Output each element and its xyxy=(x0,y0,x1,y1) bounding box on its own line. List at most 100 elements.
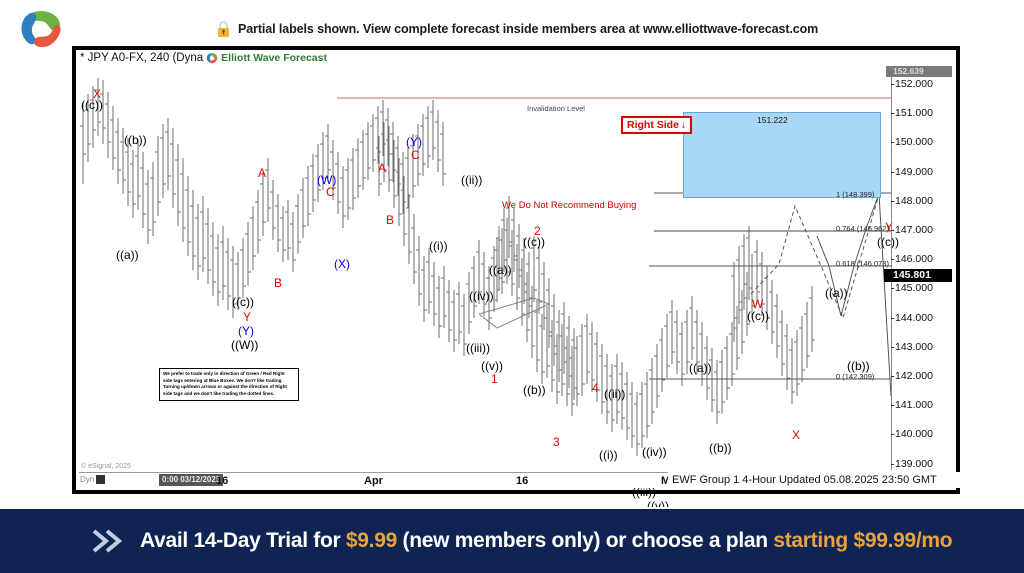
ewf-brand-label: Elliott Wave Forecast xyxy=(221,52,327,64)
page-header: Partial labels shown. View complete fore… xyxy=(0,0,1024,49)
wave-label-7: ((W)) xyxy=(231,338,259,352)
partial-labels-notice: Partial labels shown. View complete fore… xyxy=(216,20,818,38)
wave-label-26: ((b)) xyxy=(523,383,546,397)
wave-label-8: A xyxy=(258,166,267,180)
wave-label-31: ((iv)) xyxy=(642,445,667,459)
channel-lines xyxy=(478,297,551,329)
wave-label-17: ((ii)) xyxy=(461,173,483,187)
wave-label-40: ((a)) xyxy=(825,286,848,300)
price-tick-143-000: 143.000 xyxy=(891,340,933,353)
price-series-svg xyxy=(80,78,891,456)
fib-label-0618: 0.618 (146.073) xyxy=(836,259,889,268)
dyn-label: Dyn xyxy=(80,475,95,484)
chart-plot-area[interactable]: Right Side ↓ 151.222 Invalidation Level … xyxy=(79,66,899,524)
wave-label-25: ((c)) xyxy=(523,235,545,249)
wave-label-39: X xyxy=(792,428,801,442)
price-tick-149-000: 149.000 xyxy=(891,165,933,178)
promo-banner-text: Avail 14-Day Trial for $9.99 (new member… xyxy=(140,529,953,553)
notice-text: Partial labels shown. View complete fore… xyxy=(238,22,819,36)
wave-label-20: ((iv)) xyxy=(469,289,494,303)
wave-label-37: W xyxy=(752,297,764,311)
promo-price-trial: $9.99 xyxy=(345,529,397,552)
chart-canvas[interactable]: * JPY A0-FX, 240 (Dyna Elliott Wave Fore… xyxy=(75,49,960,524)
wave-label-38: ((c)) xyxy=(747,309,769,323)
legend-line-3: Turning up/down arrows or against the di… xyxy=(163,384,287,390)
price-tick-141-000: 141.000 xyxy=(891,399,933,412)
price-tick-140-000: 140.000 xyxy=(891,428,933,441)
lock-icon xyxy=(216,20,231,38)
price-tick-150-000: 150.000 xyxy=(891,136,933,149)
price-tick-142-000: 142.000 xyxy=(891,370,933,382)
chart-symbol-label: * JPY A0-FX, 240 (Dyna xyxy=(80,52,204,64)
time-axis-start-label: 0:00 03/12/2025 xyxy=(159,474,224,486)
chart-status-strip: EWF Group 1 4-Hour Updated 05.08.2025 23… xyxy=(668,472,960,488)
ewf-mini-logo-icon xyxy=(206,52,218,64)
current-price-marker: 145.801 xyxy=(884,269,952,282)
price-tick-145-000: 145.000 xyxy=(891,282,933,295)
wave-label-13: (Y) xyxy=(406,135,422,149)
trading-rules-legend: We prefer to trade only in direction of … xyxy=(159,368,299,401)
ohlc-bars-cluster xyxy=(731,226,752,342)
chart-title-bar: * JPY A0-FX, 240 (Dyna Elliott Wave Fore… xyxy=(80,52,327,64)
invalidation-level-label: Invalidation Level xyxy=(527,104,585,113)
wave-label-27: 3 xyxy=(553,435,560,449)
blue-box-zone xyxy=(683,112,881,198)
time-tick-1: Apr xyxy=(364,475,383,487)
wave-label-21: ((iii)) xyxy=(466,341,490,355)
right-side-label: Right Side xyxy=(627,119,679,131)
wave-label-43: ((c)) xyxy=(877,235,899,249)
down-arrow-icon: ↓ xyxy=(680,119,687,131)
wave-label-3: ((a)) xyxy=(116,248,139,262)
wave-label-22: ((v)) xyxy=(481,359,503,373)
wave-label-41: ((b)) xyxy=(847,359,870,373)
wave-label-23: 1 xyxy=(491,372,498,386)
price-tick-146-000: 146.000 xyxy=(891,253,933,266)
price-axis[interactable]: 152.639 152.000 151.000 150.000 149.000 148.… xyxy=(884,66,953,470)
wave-label-24: 2 xyxy=(534,224,541,238)
wave-label-10: (W) xyxy=(317,173,337,187)
fib-label-1: 1 (148.399) xyxy=(836,190,875,199)
price-high-marker: 152.639 xyxy=(886,66,952,77)
promo-part-1: Avail 14-Day Trial for xyxy=(140,529,346,552)
esignal-watermark: © eSignal, 2025 xyxy=(81,463,131,470)
wave-label-28: 4 xyxy=(592,381,599,395)
projection-dashed-path xyxy=(750,193,880,320)
wave-label-6: (Y) xyxy=(238,324,254,338)
price-tick-139-000: 139.000 xyxy=(891,457,933,470)
wave-label-5: Y xyxy=(243,310,252,324)
dyn-square-icon[interactable] xyxy=(96,475,106,484)
no-buy-note: We Do Not Recommend Buying xyxy=(502,200,637,211)
wave-label-18: ((i)) xyxy=(429,239,448,253)
wave-label-36: ((b)) xyxy=(709,441,732,455)
ewf-swirl-logo xyxy=(14,5,68,49)
wave-label-12: (X) xyxy=(334,257,350,271)
right-side-badge: Right Side ↓ xyxy=(621,116,693,134)
time-tick-2: 16 xyxy=(516,475,529,487)
price-tick-148-000: 148.000 xyxy=(891,194,933,207)
wave-label-19: ((a)) xyxy=(489,263,512,277)
ohlc-bars-right xyxy=(494,218,815,456)
wave-label-32: ((iii)) xyxy=(632,485,656,499)
wave-label-30: ((i)) xyxy=(599,448,618,462)
wave-label-35: ((a)) xyxy=(689,361,712,375)
wave-label-1: ((c)) xyxy=(81,98,103,112)
promo-banner[interactable]: Avail 14-Day Trial for $9.99 (new member… xyxy=(0,507,1024,573)
wave-label-16: B xyxy=(386,213,395,227)
wave-label-14: C xyxy=(411,148,420,162)
wave-label-11: C xyxy=(326,185,335,199)
fib-label-0: 0 (142.309) xyxy=(836,372,875,381)
ohlc-bars-mid xyxy=(376,122,577,400)
chart-window: * JPY A0-FX, 240 (Dyna Elliott Wave Fore… xyxy=(72,46,960,524)
price-tick-152-000: 152.000 xyxy=(891,78,933,90)
price-tick-151-000: 151.000 xyxy=(891,107,933,120)
dyn-badge[interactable]: Dyn xyxy=(80,475,106,484)
wave-label-42: Y xyxy=(885,220,894,234)
ohlc-bars xyxy=(80,78,446,318)
double-chevron-right-icon xyxy=(90,527,126,555)
box-top-price-label: 151.222 xyxy=(757,115,788,125)
fib-label-0764: 0.764 (146.962) xyxy=(836,224,889,233)
wave-label-9: B xyxy=(274,276,283,290)
price-tick-144-000: 144.000 xyxy=(891,311,933,324)
price-tick-147-000: 147.000 xyxy=(891,224,933,236)
wave-label-15: A xyxy=(378,161,387,175)
